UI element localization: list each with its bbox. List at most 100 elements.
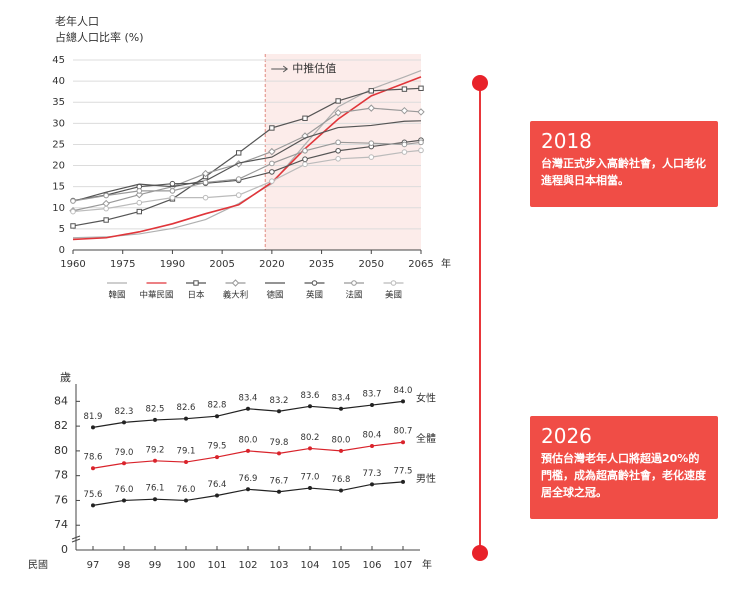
y-tick-label: 45 <box>52 55 65 66</box>
x-tick-label: 2020 <box>259 259 284 270</box>
marker <box>70 198 76 204</box>
value-label: 76.1 <box>146 484 165 494</box>
value-label: 78.6 <box>84 453 103 463</box>
legend-label: 法國 <box>345 290 362 301</box>
marker <box>368 154 375 160</box>
y-axis-label: 歲 <box>60 370 71 384</box>
value-label: 76.9 <box>239 474 258 484</box>
x-tick-label: 99 <box>149 560 162 571</box>
value-label: 80.2 <box>301 433 320 443</box>
point <box>308 404 312 409</box>
y-tick-label: 20 <box>52 161 65 172</box>
y-tick-label: 82 <box>54 419 68 432</box>
series-line <box>72 107 422 212</box>
x-unit: 年 <box>422 558 432 571</box>
x-tick-label: 97 <box>87 560 100 571</box>
value-label: 82.8 <box>208 401 227 411</box>
marker <box>302 156 308 163</box>
value-label: 77.3 <box>363 469 382 479</box>
point <box>308 486 312 491</box>
x-tick-label: 2035 <box>309 259 334 270</box>
point <box>215 493 219 498</box>
point <box>153 417 157 422</box>
value-label: 80.0 <box>239 435 258 445</box>
x-tick-label: 106 <box>362 560 381 571</box>
marker <box>103 192 109 199</box>
series-line <box>72 149 422 213</box>
marker <box>202 194 209 201</box>
series-label: 全體 <box>416 432 436 445</box>
card: 2026 預估台灣老年人口將超過20%的門檻，成為超高齡社會，老化速度居全球之冠… <box>530 416 718 519</box>
value-label: 79.1 <box>177 447 196 457</box>
y-tick-label: 80 <box>54 444 68 457</box>
card-text: 台灣正式步入高齡社會，人口老化進程與日本相當。 <box>541 157 706 187</box>
point <box>401 440 405 445</box>
value-label: 83.4 <box>239 393 258 403</box>
point <box>91 466 95 471</box>
y-tick-label: 78 <box>54 469 68 482</box>
marker <box>401 149 408 155</box>
x-tick-label: 2005 <box>209 259 234 270</box>
x-unit: 年 <box>441 257 451 270</box>
x-tick-label: 2050 <box>359 259 384 270</box>
y-tick-label: 74 <box>54 518 68 531</box>
timeline-dot <box>472 75 488 91</box>
point <box>308 446 312 451</box>
point <box>401 479 405 484</box>
x-tick-label: 100 <box>176 560 195 571</box>
legend-label: 日本 <box>187 290 205 301</box>
point <box>339 406 343 411</box>
point <box>215 455 219 460</box>
point <box>91 425 95 430</box>
marker <box>70 223 76 229</box>
y-tick-label: 76 <box>54 493 68 506</box>
marker <box>302 115 308 121</box>
card: 2018 台灣正式步入高齡社會，人口老化進程與日本相當。 <box>530 121 718 207</box>
x-tick-label: 98 <box>118 560 131 571</box>
timeline-dot <box>472 545 488 561</box>
marker <box>169 180 176 187</box>
marker <box>418 139 424 146</box>
y-tick-label: 5 <box>59 224 65 235</box>
marker <box>169 188 176 194</box>
marker <box>367 104 375 112</box>
card-text: 預估台灣老年人口將超過20%的門檻，成為超高齡社會，老化速度居全球之冠。 <box>541 452 706 499</box>
series-line <box>92 441 404 469</box>
value-label: 77.5 <box>394 466 413 476</box>
y-tick-label: 0 <box>59 245 65 256</box>
marker <box>269 125 275 131</box>
value-label: 82.3 <box>115 407 134 417</box>
legend-marker <box>311 280 318 286</box>
card-year: 2018 <box>541 129 592 153</box>
value-label: 82.5 <box>146 404 165 414</box>
legend-label: 英國 <box>306 290 323 301</box>
value-label: 83.2 <box>270 396 289 406</box>
point <box>277 489 281 494</box>
legend-label: 中華民國 <box>139 290 173 301</box>
legend-marker <box>390 280 397 286</box>
value-label: 79.0 <box>115 448 134 458</box>
marker <box>103 205 109 212</box>
series-line <box>72 87 422 227</box>
marker <box>136 208 142 215</box>
x-axis-label: 民國 <box>28 559 48 571</box>
series-label: 女性 <box>416 391 436 404</box>
point <box>277 451 281 456</box>
y-axis-label: 占總人口比率 (%) <box>55 30 144 44</box>
marker <box>169 194 176 201</box>
y-tick-label: 30 <box>52 118 65 129</box>
point <box>184 460 188 465</box>
point <box>122 461 126 466</box>
x-tick-label: 101 <box>207 560 226 571</box>
legend-label: 美國 <box>385 290 402 301</box>
marker <box>334 109 342 117</box>
point <box>401 399 405 404</box>
point <box>122 498 126 503</box>
value-label: 76.8 <box>332 475 351 485</box>
point <box>246 406 250 411</box>
marker <box>70 208 76 215</box>
marker <box>335 139 341 146</box>
annotation: 中推估值 <box>292 61 336 75</box>
y-tick-label: 25 <box>52 139 65 150</box>
